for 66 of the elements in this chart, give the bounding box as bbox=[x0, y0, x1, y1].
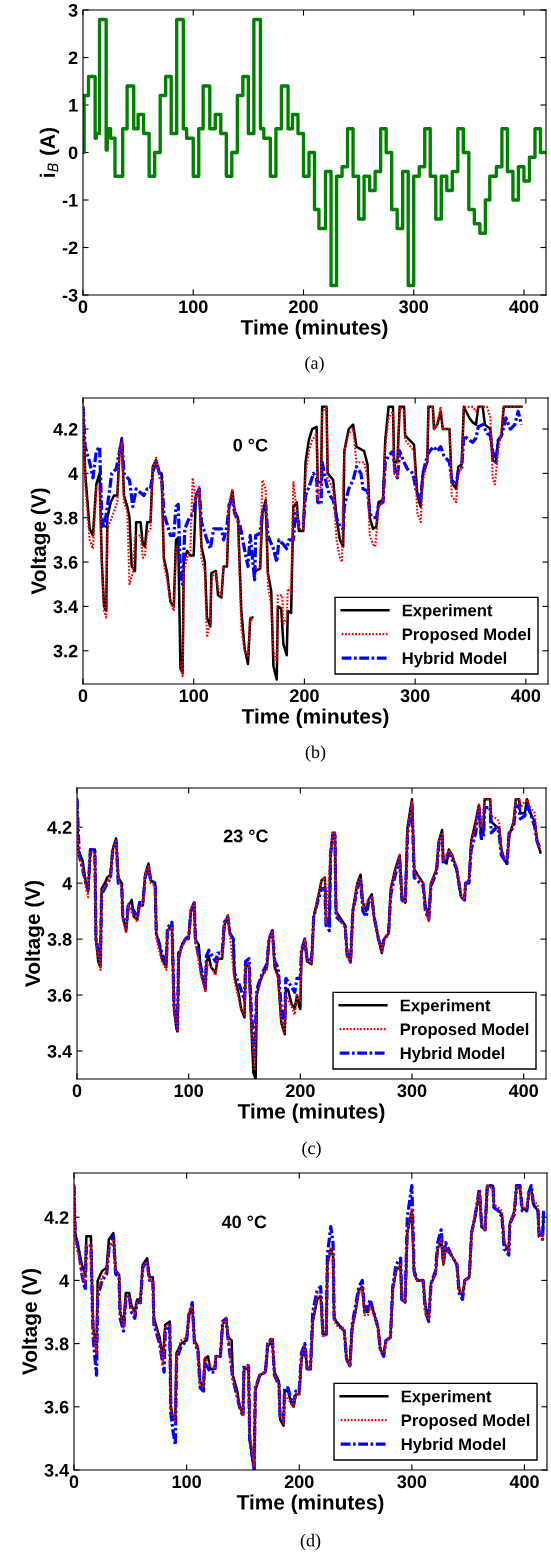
y-tick-label: 3.6 bbox=[44, 1400, 69, 1414]
y-tick-label: 3.4 bbox=[47, 1044, 73, 1058]
x-tick-label: 100 bbox=[172, 1475, 201, 1489]
y-tick-label: 4 bbox=[62, 877, 73, 890]
y-axis-title: i$_{B}$ (A) bbox=[39, 127, 60, 177]
y-tick-label: 0 bbox=[68, 146, 78, 160]
legend-label: Proposed Model bbox=[401, 1413, 530, 1430]
legend-label: Hybrid Model bbox=[402, 651, 507, 668]
y-tick-label: 3.8 bbox=[44, 1337, 69, 1351]
y-tick-label: 3.2 bbox=[53, 644, 78, 658]
text: (c) bbox=[302, 1141, 321, 1158]
text: (a) bbox=[305, 356, 324, 373]
legend-label: Proposed Model bbox=[400, 1022, 529, 1039]
legend-label: Hybrid Model bbox=[401, 1437, 506, 1454]
x-tick-label: 400 bbox=[508, 1084, 538, 1098]
annotation: 40 °C bbox=[221, 1215, 267, 1229]
x-tick-label: 0 bbox=[78, 300, 88, 314]
legend-label: Experiment bbox=[402, 604, 493, 620]
x-tick-label: 300 bbox=[397, 1084, 427, 1098]
x-tick-label: 100 bbox=[174, 1084, 203, 1098]
line-series bbox=[83, 405, 524, 586]
y-tick-label: 3.6 bbox=[47, 988, 72, 1002]
x-tick-label: 400 bbox=[509, 1475, 539, 1489]
y-tick-label: 1 bbox=[69, 99, 78, 112]
annotation: 23 °C bbox=[223, 829, 269, 843]
x-axis-title: Time (minutes) bbox=[240, 319, 388, 339]
y-tick-label: 4 bbox=[68, 467, 79, 480]
y-tick-label: 3.8 bbox=[47, 933, 72, 946]
x-tick-label: 200 bbox=[289, 689, 319, 703]
y-axis-title: Voltage (V) bbox=[24, 880, 45, 987]
y-tick-label: -1 bbox=[62, 194, 78, 207]
y-tick-label: 3 bbox=[68, 3, 78, 17]
legend-label: Experiment bbox=[400, 999, 491, 1015]
x-tick-label: 0 bbox=[78, 689, 88, 703]
x-tick-label: 300 bbox=[400, 689, 430, 703]
y-tick-label: 4 bbox=[59, 1274, 70, 1287]
text: (d) bbox=[300, 1533, 321, 1551]
x-tick-label: 400 bbox=[511, 689, 541, 703]
y-axis-title: Voltage (V) bbox=[30, 488, 51, 595]
y-tick-label: 4.2 bbox=[44, 1211, 69, 1224]
x-axis-title: Time (minutes) bbox=[241, 708, 389, 728]
annotation: 0 °C bbox=[233, 438, 268, 452]
y-tick-label: 3.4 bbox=[53, 600, 79, 614]
y-tick-label: -3 bbox=[62, 288, 78, 302]
x-tick-label: 300 bbox=[399, 300, 429, 314]
legend-label: Experiment bbox=[401, 1390, 492, 1406]
y-tick-label: 4.2 bbox=[47, 821, 72, 834]
x-axis-title: Time (minutes) bbox=[236, 1494, 384, 1514]
y-tick-label: 3.6 bbox=[53, 556, 78, 569]
legend-label: Hybrid Model bbox=[400, 1046, 505, 1063]
x-axis-title: Time (minutes) bbox=[237, 1103, 385, 1123]
y-tick-label: 3.4 bbox=[44, 1463, 70, 1477]
y-tick-label: 3.8 bbox=[53, 511, 78, 525]
y-tick-label: -2 bbox=[62, 241, 78, 255]
text: (b) bbox=[305, 745, 326, 762]
x-tick-label: 200 bbox=[289, 300, 318, 314]
y-tick-label: 4.2 bbox=[53, 422, 78, 436]
x-tick-label: 300 bbox=[397, 1475, 427, 1489]
legend-label: Proposed Model bbox=[402, 627, 531, 644]
y-tick-label: 2 bbox=[68, 51, 78, 65]
x-tick-label: 100 bbox=[179, 300, 208, 314]
x-tick-label: 400 bbox=[509, 300, 539, 314]
x-tick-label: 100 bbox=[179, 689, 209, 703]
x-tick-label: 200 bbox=[284, 1475, 314, 1489]
x-tick-label: 200 bbox=[285, 1084, 315, 1098]
y-axis-title: Voltage (V) bbox=[21, 1268, 42, 1375]
